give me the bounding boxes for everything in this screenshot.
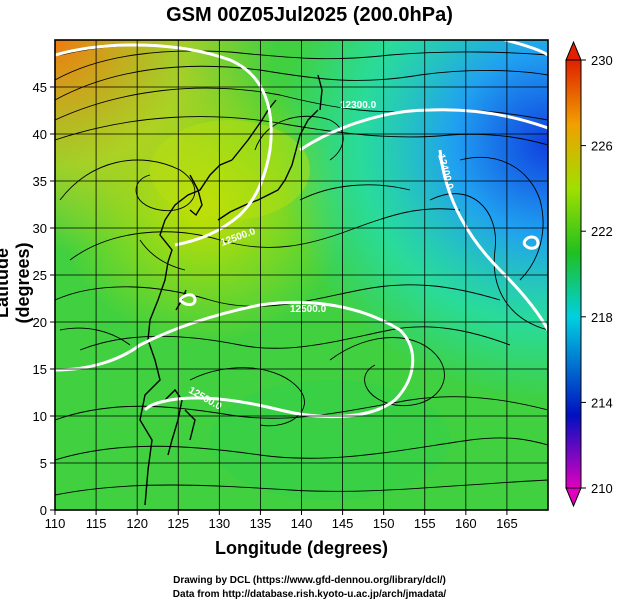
x-tick-label: 140 xyxy=(291,516,313,531)
colorbar-tick-label: 214 xyxy=(591,395,613,410)
x-tick-label: 150 xyxy=(373,516,395,531)
colorbar-top-arrow xyxy=(565,40,582,61)
height-contours xyxy=(55,40,548,419)
y-tick-label: 45 xyxy=(33,80,47,95)
x-tick-label: 135 xyxy=(250,516,272,531)
x-tick-label: 165 xyxy=(496,516,518,531)
colorbar-tick-label: 226 xyxy=(591,139,613,154)
y-tick-label: 5 xyxy=(40,456,47,471)
colorbar-tick-label: 218 xyxy=(591,310,613,325)
chart-title: GSM 00Z05Jul2025 (200.0hPa) xyxy=(166,4,453,26)
y-tick-label: 10 xyxy=(33,409,47,424)
x-tick-label: 110 xyxy=(45,516,66,531)
y-axis-label: Latitude (degrees) xyxy=(0,242,33,324)
credit-drawing: Drawing by DCL (https://www.gfd-dennou.o… xyxy=(173,575,446,586)
colorbar-tick-label: 210 xyxy=(591,481,613,496)
colorbar: 210 214 218 222 226 230 xyxy=(565,40,613,508)
y-tick-label: 0 xyxy=(40,503,47,518)
x-tick-label: 115 xyxy=(86,516,107,531)
colorbar-bottom-arrow xyxy=(565,487,582,508)
contour-label: 12300.0 xyxy=(340,100,377,111)
colorbar-gradient xyxy=(565,59,582,489)
y-tick-label: 20 xyxy=(33,315,47,330)
x-axis: 110 115 120 125 130 135 140 145 150 155 160 165 xyxy=(45,510,518,531)
y-tick-label: 35 xyxy=(33,174,47,189)
x-tick-label: 120 xyxy=(126,516,148,531)
colorbar-tick-label: 222 xyxy=(591,224,613,239)
credit-data: Data from http://database.rish.kyoto-u.a… xyxy=(172,589,447,600)
x-tick-label: 145 xyxy=(332,516,354,531)
x-tick-label: 130 xyxy=(208,516,230,531)
grid-lines xyxy=(55,40,548,510)
contour-label: 12500.0 xyxy=(290,304,327,315)
colorbar-tick-label: 230 xyxy=(591,53,613,68)
y-tick-label: 30 xyxy=(33,221,47,236)
x-tick-label: 155 xyxy=(414,516,436,531)
y-tick-label: 15 xyxy=(33,362,47,377)
y-axis: 0 5 10 15 20 25 30 35 40 45 xyxy=(33,80,55,518)
x-tick-label: 160 xyxy=(455,516,477,531)
streamlines xyxy=(55,44,548,496)
y-tick-label: 25 xyxy=(33,268,47,283)
x-axis-label: Longitude (degrees) xyxy=(214,538,388,558)
x-tick-label: 125 xyxy=(167,516,189,531)
y-tick-label: 40 xyxy=(33,127,47,142)
